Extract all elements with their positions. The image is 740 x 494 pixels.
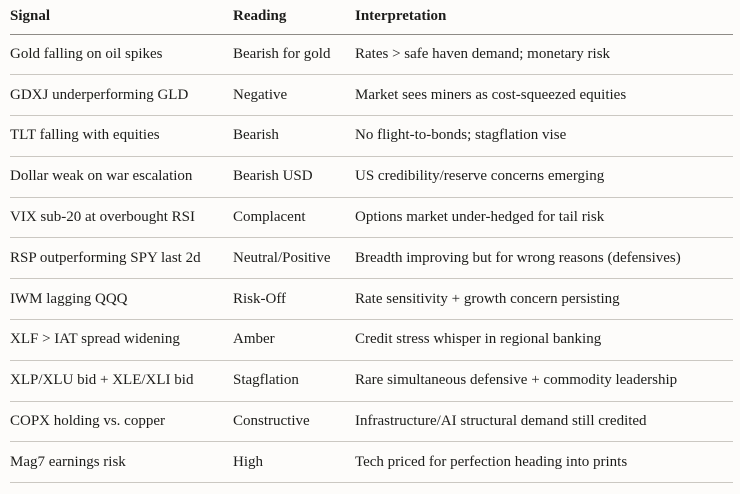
- table-body: Gold falling on oil spikes Bearish for g…: [10, 34, 733, 484]
- header-row: Signal Reading Interpretation: [10, 0, 733, 35]
- interpretation-cell: Rates > safe haven demand; monetary risk: [355, 34, 733, 76]
- reading-cell: Complacent: [233, 197, 355, 239]
- interpretation-cell: US credibility/reserve concerns emerging: [355, 156, 733, 198]
- signal-cell: COPX holding vs. copper: [10, 401, 233, 443]
- interpretation-cell: Credit stress whisper in regional bankin…: [355, 319, 733, 361]
- reading-cell: Bearish for gold: [233, 34, 355, 76]
- table-row: GDXJ underperforming GLD Negative Market…: [10, 74, 733, 117]
- signal-cell: IWM lagging QQQ: [10, 278, 233, 321]
- table-row: XLF > IAT spread widening Amber Credit s…: [10, 319, 733, 361]
- column-header-reading: Reading: [233, 0, 355, 35]
- signal-cell: Mag7 earnings risk: [10, 441, 233, 484]
- reading-cell: Amber: [233, 319, 355, 361]
- interpretation-cell: Infrastructure/AI structural demand stil…: [355, 401, 733, 443]
- reading-cell: Bearish: [233, 115, 355, 157]
- reading-cell: Negative: [233, 74, 355, 117]
- reading-cell: Neutral/Positive: [233, 237, 355, 280]
- reading-cell: Constructive: [233, 401, 355, 443]
- interpretation-cell: Tech priced for perfection heading into …: [355, 441, 733, 484]
- signal-cell: GDXJ underperforming GLD: [10, 74, 233, 117]
- interpretation-cell: Rate sensitivity + growth concern persis…: [355, 278, 733, 321]
- table-row: Dollar weak on war escalation Bearish US…: [10, 156, 733, 198]
- reading-cell: High: [233, 441, 355, 484]
- table-row: Gold falling on oil spikes Bearish for g…: [10, 34, 733, 76]
- table-row: Mag7 earnings risk High Tech priced for …: [10, 441, 733, 484]
- interpretation-cell: No flight-to-bonds; stagflation vise: [355, 115, 733, 157]
- interpretation-cell: Market sees miners as cost-squeezed equi…: [355, 74, 733, 117]
- interpretation-cell: Options market under-hedged for tail ris…: [355, 197, 733, 239]
- signal-cell: VIX sub-20 at overbought RSI: [10, 197, 233, 239]
- table-row: IWM lagging QQQ Risk-Off Rate sensitivit…: [10, 278, 733, 321]
- table-row: VIX sub-20 at overbought RSI Complacent …: [10, 197, 733, 239]
- table-row: RSP outperforming SPY last 2d Neutral/Po…: [10, 237, 733, 280]
- reading-cell: Stagflation: [233, 360, 355, 402]
- signal-cell: TLT falling with equities: [10, 115, 233, 157]
- table-header: Signal Reading Interpretation: [10, 0, 733, 35]
- table-row: COPX holding vs. copper Constructive Inf…: [10, 401, 733, 443]
- signal-cell: XLF > IAT spread widening: [10, 319, 233, 361]
- table-row: XLP/XLU bid + XLE/XLI bid Stagflation Ra…: [10, 360, 733, 402]
- reading-cell: Risk-Off: [233, 278, 355, 321]
- column-header-signal: Signal: [10, 0, 233, 35]
- column-header-interpretation: Interpretation: [355, 0, 733, 35]
- signal-cell: XLP/XLU bid + XLE/XLI bid: [10, 360, 233, 402]
- signals-table: Signal Reading Interpretation Gold falli…: [10, 0, 733, 484]
- signal-cell: RSP outperforming SPY last 2d: [10, 237, 233, 280]
- table-row: TLT falling with equities Bearish No fli…: [10, 115, 733, 157]
- signal-cell: Dollar weak on war escalation: [10, 156, 233, 198]
- signal-cell: Gold falling on oil spikes: [10, 34, 233, 76]
- interpretation-cell: Rare simultaneous defensive + commodity …: [355, 360, 733, 402]
- interpretation-cell: Breadth improving but for wrong reasons …: [355, 237, 733, 280]
- reading-cell: Bearish USD: [233, 156, 355, 198]
